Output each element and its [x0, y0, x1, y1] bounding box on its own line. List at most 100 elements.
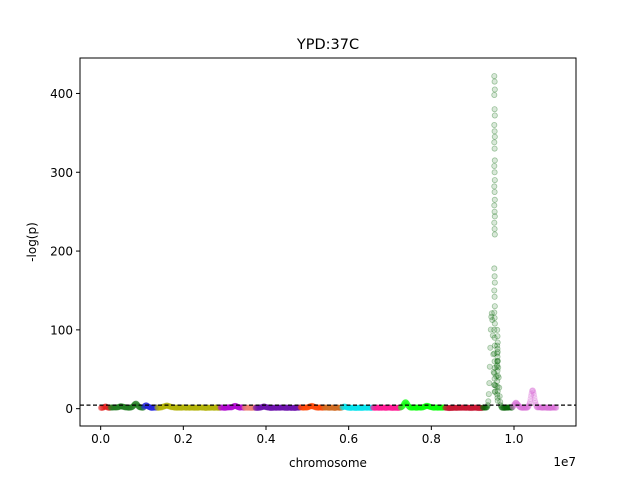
data-point-chr8 [315, 404, 322, 411]
data-point-peak [491, 157, 498, 164]
data-point-chr9 [321, 404, 328, 411]
data-point-chr7 [264, 404, 271, 411]
data-point-chr14 [493, 363, 500, 370]
data-point-chr14 [504, 404, 511, 411]
data-point-chr7 [277, 404, 284, 411]
data-point-peak [491, 145, 498, 152]
data-point-chr13 [452, 404, 459, 411]
data-point-peak [494, 388, 501, 395]
data-point-chr15 [529, 387, 536, 394]
data-point-chr12 [432, 404, 439, 411]
data-point-chr12 [413, 404, 420, 411]
data-point-peak [491, 208, 498, 215]
data-point-peak [491, 350, 498, 357]
data-point-chr7 [263, 404, 270, 411]
data-point-chr8 [303, 404, 310, 411]
data-point-chr13 [464, 404, 471, 411]
data-point-chr10 [369, 404, 376, 411]
data-point-chr11 [380, 404, 387, 411]
data-point-chr11 [393, 404, 400, 411]
data-point-chr7 [276, 404, 283, 411]
data-point-peak [491, 188, 498, 195]
data-point-peak [491, 309, 498, 316]
data-point-chr14 [503, 404, 510, 411]
y-axis-label: -log(p) [25, 222, 39, 262]
data-point-peak [491, 78, 498, 85]
data-point-chr15 [543, 404, 550, 411]
data-point-chr8 [308, 402, 315, 409]
data-point-chr7 [295, 404, 302, 411]
data-point-peak [491, 133, 498, 140]
data-point-chr4 [174, 404, 181, 411]
data-point-chr4 [187, 404, 194, 411]
data-point-chr15 [517, 404, 524, 411]
data-point-chr7 [264, 404, 271, 411]
data-point-peak [494, 367, 501, 374]
data-point-peak [494, 333, 501, 340]
data-point-chr9 [329, 404, 336, 411]
data-point-chr14 [499, 404, 506, 411]
data-point-chr15 [529, 387, 536, 394]
data-point-chr2 [108, 404, 115, 411]
data-point-chr12 [439, 404, 446, 411]
data-point-chr14 [496, 393, 503, 400]
data-point-peak [494, 394, 501, 401]
data-point-peak [491, 196, 498, 203]
data-point-chr7 [282, 404, 289, 411]
data-point-chr10 [339, 404, 346, 411]
data-point-peak [491, 326, 498, 333]
data-point-peak [491, 370, 498, 377]
data-point-chr5 [238, 404, 245, 411]
data-point-chr15 [524, 404, 531, 411]
x-axis-ticks: 0.0 0.2 0.4 0.6 0.8 1.0 [91, 426, 524, 446]
data-point-chr13 [458, 404, 465, 411]
data-point-chr12 [440, 404, 447, 411]
data-point-chr7 [258, 404, 265, 411]
data-point-chr11 [375, 404, 382, 411]
data-point-chr13 [478, 404, 485, 411]
data-point-chr7 [270, 404, 277, 411]
data-point-chr4 [211, 404, 218, 411]
data-point-chr15 [530, 389, 537, 396]
data-point-chr11 [373, 404, 380, 411]
data-point-chr12 [440, 404, 447, 411]
data-point-chr5 [224, 404, 231, 411]
data-point-chr10 [368, 404, 375, 411]
data-point-chr15 [544, 404, 551, 411]
data-point-chr7 [271, 404, 278, 411]
data-point-chr15 [537, 404, 544, 411]
data-point-chr15 [524, 404, 531, 411]
data-point-chr12 [401, 399, 408, 406]
data-point-peak [491, 213, 498, 220]
data-point-chr12 [433, 404, 440, 411]
data-point-chr5 [237, 404, 244, 411]
data-point-chr4 [211, 404, 218, 411]
y-tick-label: 0 [65, 402, 73, 416]
data-point-chr15 [550, 404, 557, 411]
data-point-chr2 [121, 404, 128, 411]
data-point-chr10 [356, 404, 363, 411]
data-point-peak [494, 348, 501, 355]
data-point-chr13 [471, 404, 478, 411]
data-point-peak [491, 273, 498, 280]
data-point-peak [494, 358, 501, 365]
data-point-chr4 [212, 404, 219, 411]
data-point-chr9 [323, 404, 330, 411]
data-point-peak [491, 92, 498, 99]
data-point-chr12 [413, 404, 420, 411]
data-point-chr10 [360, 404, 367, 411]
data-point-chr4 [159, 404, 166, 411]
data-point-chr13 [472, 404, 479, 411]
data-point-chr14 [492, 382, 499, 389]
data-point-chr14 [486, 363, 493, 370]
x-axis-offset-label: 1e7 [553, 455, 576, 469]
data-point-chr2 [133, 401, 140, 408]
data-point-chr12 [433, 404, 440, 411]
data-point-chr13 [459, 404, 466, 411]
data-point-chr5 [219, 404, 226, 411]
data-point-peak [494, 339, 501, 346]
data-point-chr2 [122, 404, 129, 411]
data-point-peak [491, 314, 498, 321]
data-point-peak [494, 372, 501, 379]
data-point-chr14 [491, 381, 498, 388]
